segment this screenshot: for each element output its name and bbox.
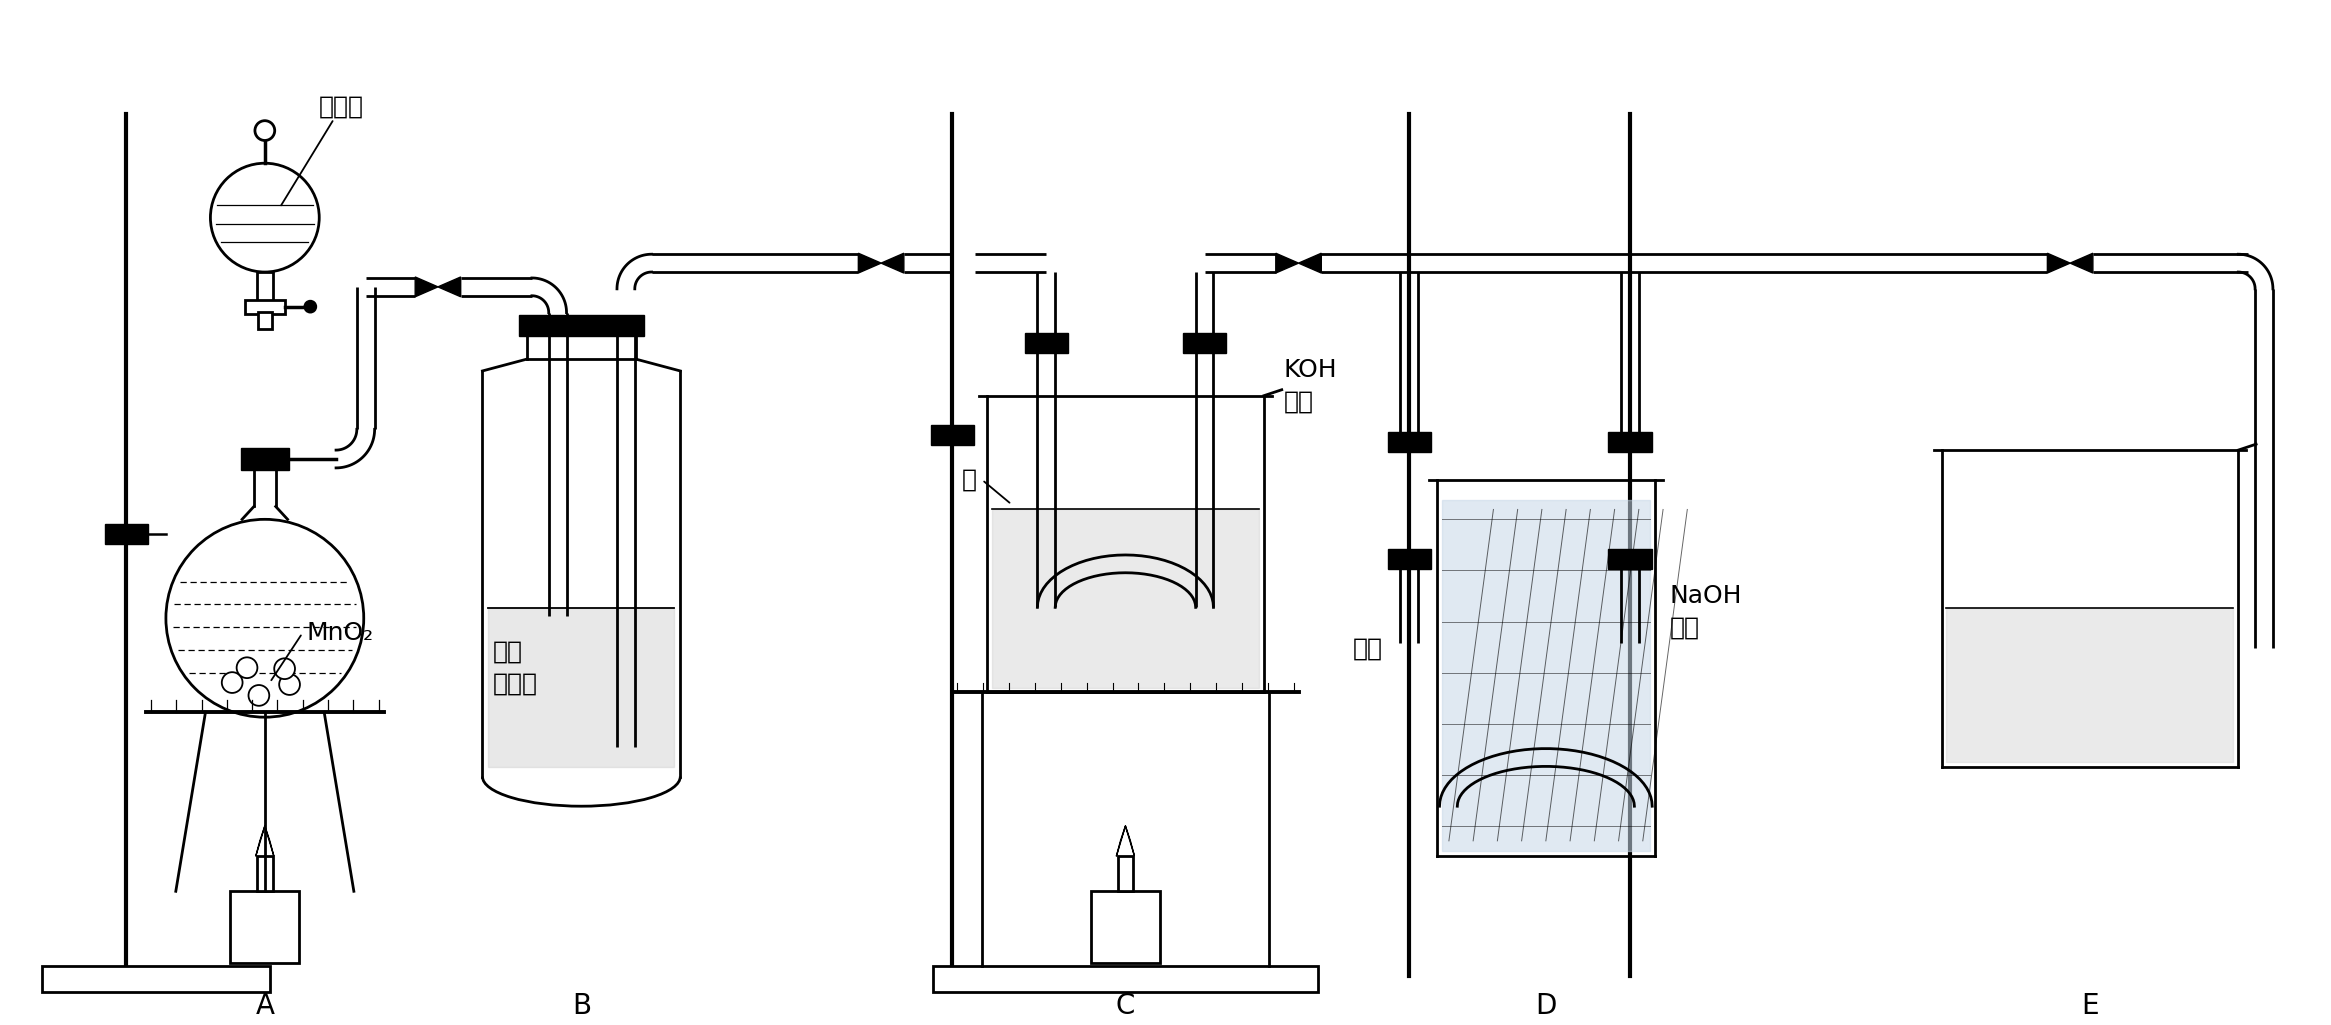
FancyBboxPatch shape [1387, 549, 1431, 569]
Polygon shape [490, 609, 674, 767]
Text: 浓盐酸: 浓盐酸 [319, 94, 364, 119]
Circle shape [280, 674, 301, 695]
FancyBboxPatch shape [1182, 333, 1226, 354]
Circle shape [249, 685, 270, 706]
Circle shape [254, 121, 275, 140]
FancyBboxPatch shape [932, 967, 1319, 992]
Polygon shape [858, 253, 881, 273]
Text: D: D [1536, 992, 1557, 1020]
FancyBboxPatch shape [1117, 856, 1133, 892]
FancyBboxPatch shape [245, 299, 284, 314]
FancyBboxPatch shape [930, 425, 974, 445]
Polygon shape [415, 277, 438, 297]
Text: MnO₂: MnO₂ [305, 621, 373, 645]
Polygon shape [1946, 609, 2233, 762]
FancyBboxPatch shape [105, 524, 149, 544]
FancyBboxPatch shape [1608, 433, 1653, 452]
Polygon shape [2047, 253, 2070, 273]
FancyBboxPatch shape [259, 312, 273, 329]
Text: 水: 水 [963, 467, 977, 492]
Circle shape [305, 301, 315, 312]
FancyBboxPatch shape [240, 448, 289, 469]
FancyBboxPatch shape [42, 967, 270, 992]
Text: 饱和
食盐水: 饱和 食盐水 [492, 640, 538, 696]
Circle shape [221, 672, 242, 693]
Polygon shape [1275, 253, 1298, 273]
FancyBboxPatch shape [1091, 892, 1161, 962]
Polygon shape [1443, 499, 1650, 851]
Text: A: A [256, 992, 275, 1020]
FancyBboxPatch shape [256, 272, 273, 301]
FancyBboxPatch shape [1387, 433, 1431, 452]
FancyBboxPatch shape [231, 892, 298, 962]
FancyBboxPatch shape [1026, 333, 1068, 354]
Polygon shape [993, 509, 1259, 688]
Text: KOH
溶液: KOH 溶液 [1284, 358, 1338, 414]
Circle shape [275, 658, 296, 680]
Polygon shape [1298, 253, 1322, 273]
FancyBboxPatch shape [520, 315, 643, 336]
Circle shape [210, 163, 319, 272]
Polygon shape [2070, 253, 2093, 273]
Circle shape [238, 657, 256, 679]
Text: B: B [571, 992, 592, 1020]
FancyBboxPatch shape [256, 856, 273, 892]
Polygon shape [438, 277, 462, 297]
Text: E: E [2082, 992, 2098, 1020]
Text: C: C [1117, 992, 1135, 1020]
Text: 冰水: 冰水 [1352, 637, 1382, 661]
Polygon shape [881, 253, 904, 273]
Circle shape [166, 520, 364, 717]
FancyBboxPatch shape [1608, 549, 1653, 569]
Text: NaOH
溶液: NaOH 溶液 [1669, 583, 1741, 640]
